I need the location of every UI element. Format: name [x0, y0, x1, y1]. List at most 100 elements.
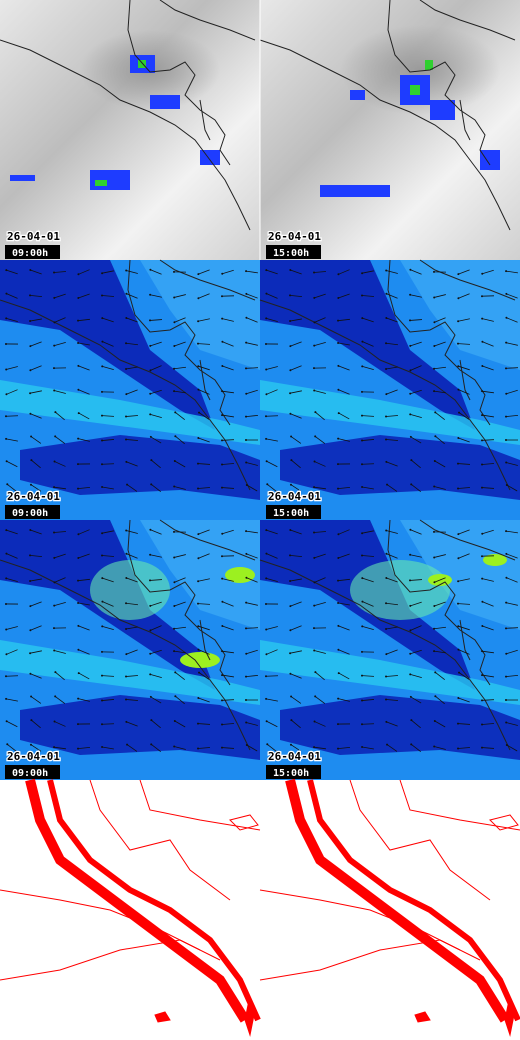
wind-arrow-head	[77, 437, 80, 440]
wind-arrow-head	[361, 600, 364, 603]
wind-arrow-head	[5, 653, 8, 656]
wind-arrow-head	[221, 390, 224, 393]
wind-arrow	[482, 414, 494, 418]
wind-arrow-head	[6, 483, 9, 486]
wind-arrow-head	[290, 719, 293, 722]
wind-arrow-head	[77, 463, 80, 466]
wind-arrow	[197, 603, 211, 605]
wind-arrow-head	[53, 296, 56, 299]
wind-arrow	[102, 625, 114, 631]
wind-arrow	[53, 271, 67, 273]
wind-arrow-head	[173, 296, 176, 299]
wind-arrow	[246, 744, 258, 752]
wind-arrow-head	[221, 532, 224, 535]
wind-arrow	[362, 625, 374, 631]
wind-arrow	[6, 720, 18, 728]
wind-arrow	[458, 672, 470, 680]
time-box	[5, 505, 60, 519]
wind-arrow-head	[361, 577, 364, 580]
wind-arrow-head	[433, 460, 436, 463]
wind-arrow-head	[457, 580, 460, 583]
wind-arrow	[506, 342, 518, 346]
wind-arrow	[291, 719, 301, 729]
wind-arrow	[458, 697, 470, 703]
wind-arrow-head	[5, 552, 8, 555]
wind-arrow	[54, 721, 66, 727]
wind-arrow	[54, 577, 66, 583]
wind-arrow	[221, 439, 235, 441]
wind-arrow-head	[101, 674, 104, 677]
wind-arrow-head	[125, 675, 128, 678]
wind-arrow-head	[457, 436, 460, 439]
time-box	[5, 245, 60, 259]
wind-arrow	[338, 412, 350, 420]
wind-arrow-head	[385, 653, 388, 656]
wind-arrow-head	[245, 316, 248, 319]
wind-arrow-head	[337, 697, 340, 700]
wind-arrow-head	[29, 320, 32, 323]
wind-arrow	[290, 318, 302, 322]
panel-date: 26-04-01	[7, 750, 60, 763]
wind-arrow	[267, 743, 277, 753]
wind-arrow-head	[101, 439, 104, 442]
wind-arrow	[482, 578, 494, 582]
wind-arrow	[386, 553, 398, 559]
wind-arrow	[197, 343, 211, 345]
wind-arrow	[434, 720, 446, 728]
wind-arrow-head	[265, 393, 268, 396]
wind-arrow-head	[150, 459, 153, 462]
wind-arrow-head	[77, 624, 80, 627]
wind-arrow-head	[313, 649, 316, 652]
wind-arrow-head	[433, 650, 436, 653]
wind-arrow	[506, 602, 518, 606]
wind-arrow-head	[265, 720, 268, 723]
wind-arrow	[150, 554, 162, 558]
wind-arrow	[246, 602, 258, 606]
wind-arrow-head	[77, 601, 80, 604]
wind-arrow	[150, 294, 162, 298]
wind-arrow-head	[125, 698, 128, 701]
wind-arrow-head	[409, 344, 412, 347]
wind-arrow-head	[266, 483, 269, 486]
wind-arrow-head	[433, 345, 436, 348]
wind-arrow	[290, 365, 302, 371]
wind-arrow	[338, 293, 350, 299]
wind-arrow	[102, 601, 114, 607]
wind-arrow-head	[458, 671, 461, 674]
wind-arrow	[54, 341, 66, 347]
wind-arrow	[482, 269, 494, 275]
wind-arrow-head	[481, 295, 484, 298]
wind-arrow-head	[505, 484, 508, 487]
wind-arrow	[102, 486, 114, 490]
wind-arrow	[54, 553, 66, 559]
wind-arrow-head	[29, 369, 32, 372]
wind-arrow-head	[481, 439, 484, 442]
wind-arrow-head	[361, 745, 364, 748]
wind-arrow-head	[125, 720, 128, 723]
wind-arrow	[434, 317, 446, 323]
wind-arrow	[290, 696, 302, 704]
wind-arrow-head	[173, 650, 176, 653]
wind-arrow-head	[409, 413, 412, 416]
wind-arrow-head	[53, 321, 56, 324]
wind-arrow	[314, 293, 326, 299]
wind-arrow-head	[5, 437, 8, 440]
wind-arrow	[54, 696, 66, 704]
wind-arrow-head	[337, 579, 340, 582]
wind-arrow-head	[53, 531, 56, 534]
wind-arrow-head	[386, 483, 389, 486]
wind-arrow-head	[29, 269, 32, 272]
wind-arrow	[102, 270, 114, 274]
wind-arrow	[362, 601, 374, 607]
wind-arrow	[434, 554, 446, 558]
wind-arrow-head	[385, 720, 388, 723]
wind-arrow	[410, 365, 422, 371]
wind-arrow-head	[409, 629, 412, 632]
wind-arrow-head	[313, 627, 316, 630]
wind-arrow-head	[289, 652, 292, 655]
wind-arrow-head	[197, 320, 200, 323]
wind-arrow-head	[433, 390, 436, 393]
wind-arrow-head	[265, 460, 268, 463]
wind-arrow-head	[313, 271, 316, 274]
panel-date: 26-04-01	[7, 490, 60, 503]
